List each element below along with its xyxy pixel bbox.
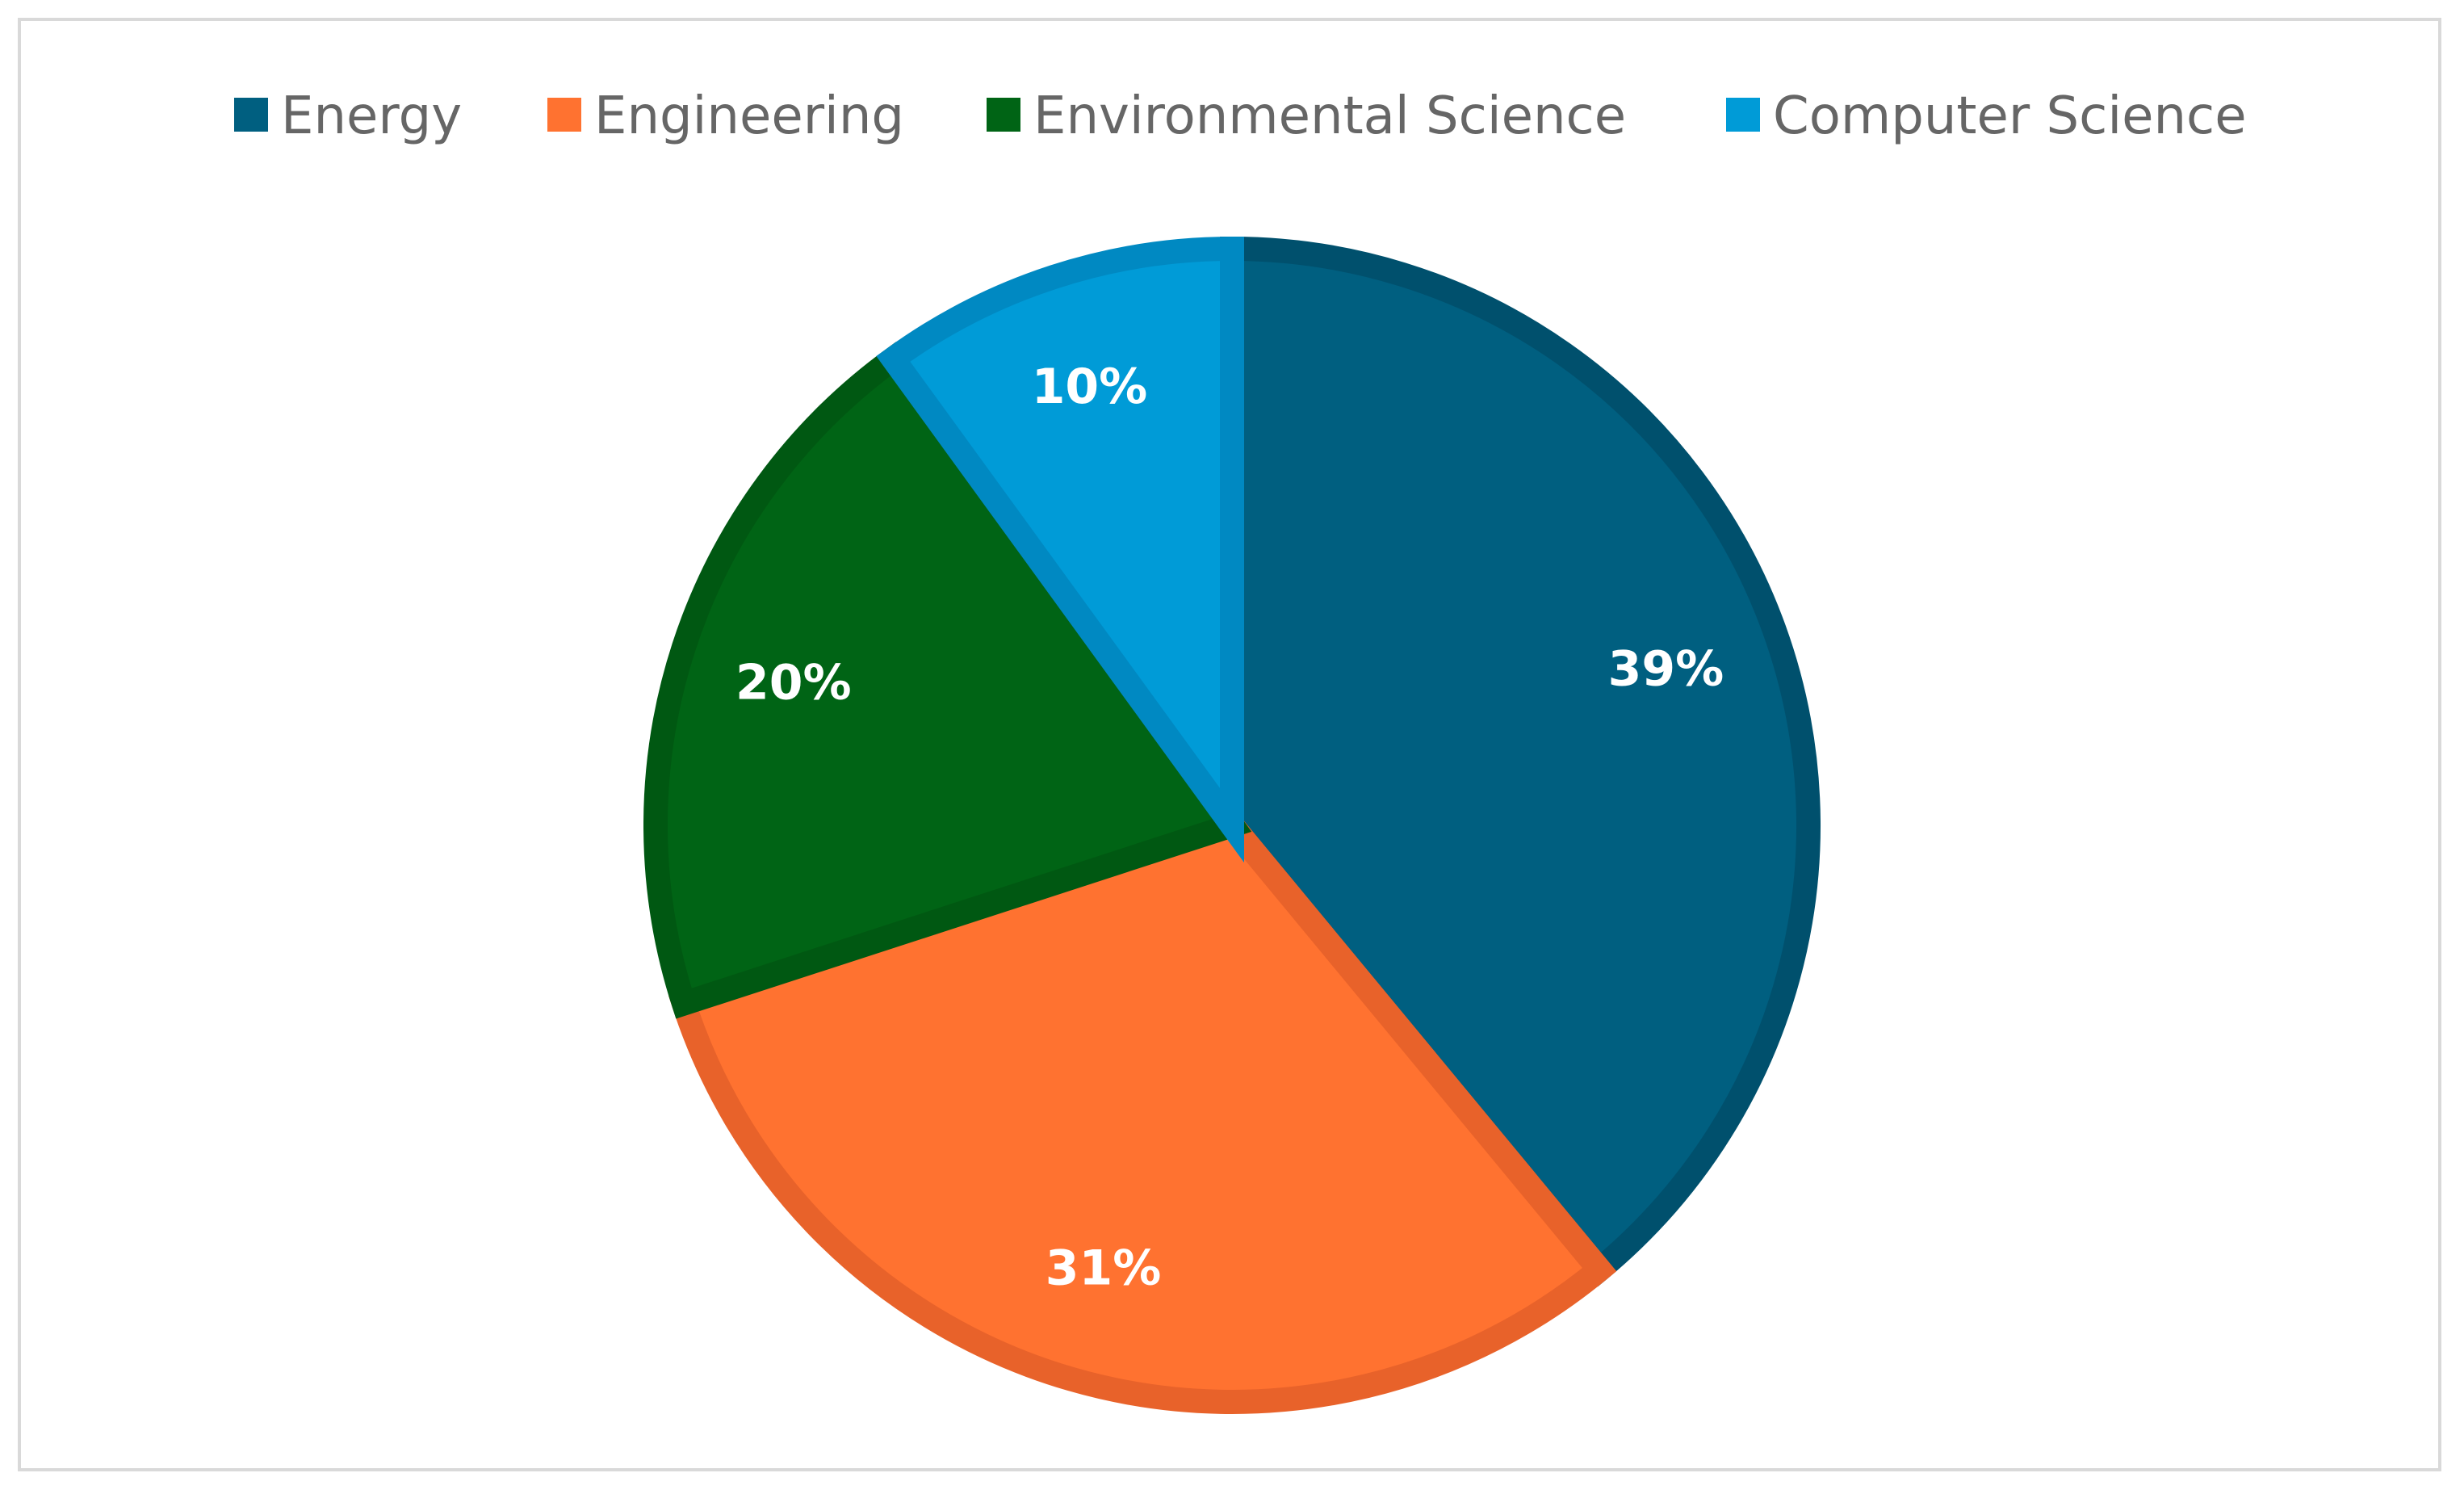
pie-data-labels: 39% 31% 20% 10% xyxy=(735,359,1724,1297)
legend-swatch-engineering xyxy=(547,98,581,132)
pie-slice-energy xyxy=(1220,236,1821,1287)
pie-slice-computer-science xyxy=(876,236,1244,863)
legend-swatch-energy xyxy=(234,98,268,132)
data-label-engineering: 31% xyxy=(1046,1240,1162,1297)
legend-swatch-environmental-science xyxy=(987,98,1020,132)
data-label-environmental-science: 20% xyxy=(735,655,852,711)
pie-slices xyxy=(643,236,1821,1414)
legend-label-computer-science: Computer Science xyxy=(1773,86,2247,146)
legend-swatch-computer-science xyxy=(1726,98,1760,132)
legend-label-environmental-science: Environmental Science xyxy=(1033,86,1626,146)
pie-slice-engineering xyxy=(668,811,1617,1414)
legend-label-energy: Energy xyxy=(281,86,462,146)
data-label-computer-science: 10% xyxy=(1032,359,1148,415)
legend-label-engineering: Engineering xyxy=(594,86,904,146)
chart-legend: Energy Engineering Environmental Science Co… xyxy=(234,86,2247,146)
data-label-energy: 39% xyxy=(1608,641,1724,698)
pie-slice-environmental-science xyxy=(643,342,1252,1019)
